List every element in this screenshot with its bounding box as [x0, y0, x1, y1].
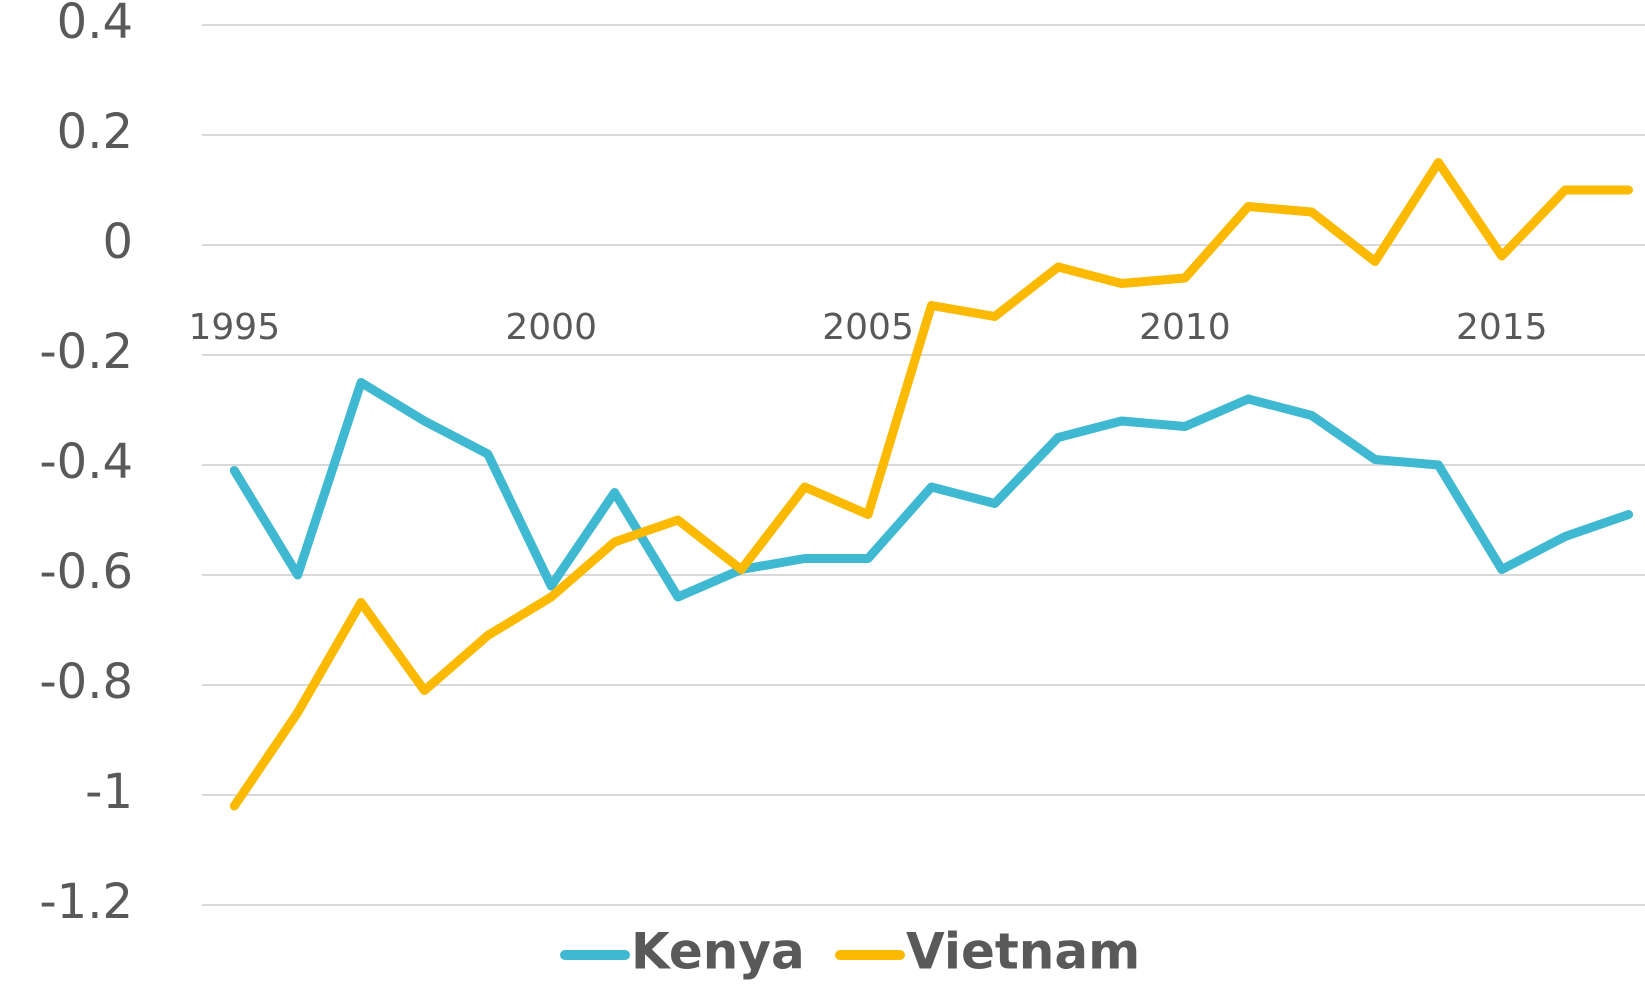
y-tick-label: -0.2 — [39, 324, 133, 380]
series-line — [229, 158, 1634, 811]
x-tick-label: 2010 — [1139, 307, 1231, 348]
y-tick-label: -0.8 — [39, 654, 133, 710]
y-tick-label: -1.2 — [39, 874, 133, 930]
x-tick-label: 2000 — [505, 307, 597, 348]
x-tick-label: 1995 — [189, 307, 281, 348]
y-tick-label: -0.4 — [39, 434, 133, 490]
y-tick-label: -1 — [85, 764, 133, 820]
legend-label: Vietnam — [906, 923, 1140, 981]
series-line — [229, 378, 1634, 602]
x-tick-label: 2005 — [822, 307, 914, 348]
y-tick-label: 0.2 — [57, 104, 133, 160]
legend-label: Kenya — [631, 923, 805, 981]
y-tick-label: -0.6 — [39, 544, 133, 600]
x-tick-label: 2015 — [1456, 307, 1548, 348]
y-tick-label: 0.4 — [57, 0, 133, 50]
y-tick-label: 0 — [102, 214, 133, 270]
